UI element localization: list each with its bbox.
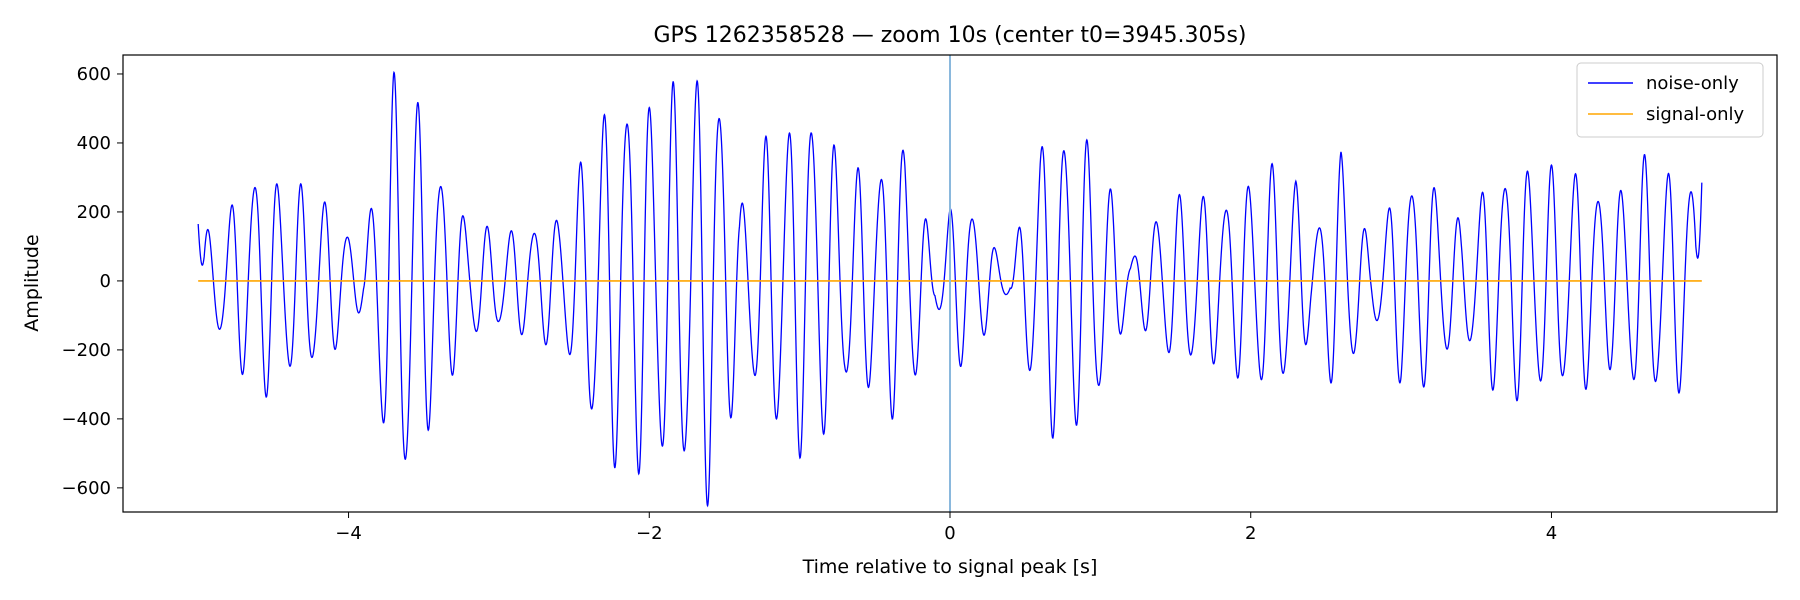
y-tick-label: 400 [77, 133, 111, 154]
x-tick-label: −4 [335, 523, 362, 544]
y-tick-label: −200 [62, 340, 111, 361]
y-tick-label: −400 [62, 409, 111, 430]
axes: −4 −2 0 2 4 −600 −400 −200 0 200 400 600 [62, 54, 1778, 544]
legend: noise-only signal-only [1576, 62, 1764, 138]
y-tick-label: 200 [77, 202, 111, 223]
legend-frame [1576, 62, 1764, 138]
legend-entry-signal-only: signal-only [1646, 104, 1744, 125]
y-axis-label: Amplitude [21, 234, 43, 331]
x-tick-label: −2 [636, 523, 663, 544]
legend-entry-noise-only: noise-only [1646, 73, 1739, 94]
x-tick-label: 2 [1245, 523, 1256, 544]
x-axis-label: Time relative to signal peak [s] [802, 556, 1098, 578]
y-tick-label: −600 [62, 478, 111, 499]
x-tick-label: 0 [944, 523, 955, 544]
y-tick-label: 0 [100, 271, 111, 292]
y-tick-label: 600 [77, 64, 111, 85]
chart-title: GPS 1262358528 — zoom 10s (center t0=394… [653, 23, 1246, 48]
x-tick-label: 4 [1546, 523, 1557, 544]
series-group [197, 55, 1703, 512]
plot-area [197, 55, 1703, 512]
